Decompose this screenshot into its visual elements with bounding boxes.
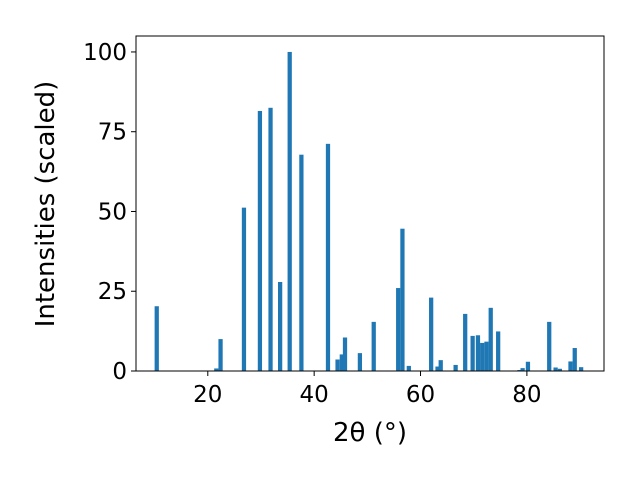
bar [488,307,493,371]
bar [475,335,481,371]
plot-frame [135,35,605,372]
bar [568,361,573,371]
bar [453,364,458,371]
y-axis-label: Intensities (scaled) [31,81,61,328]
bar [218,339,223,371]
bar [553,367,558,371]
bar [342,337,348,371]
bar-series [154,51,584,371]
bar [557,368,562,371]
bar [325,143,331,371]
bar [214,368,219,371]
x-axis-label: 2θ (°) [333,418,407,448]
bar [400,228,405,371]
bar [520,368,525,371]
bar [257,110,263,371]
bar [579,367,584,371]
bar [268,107,273,371]
bar [496,331,501,371]
bar [241,207,247,371]
bar [525,361,531,371]
bar [287,51,292,371]
bar [357,353,363,371]
x-tick-label: 20 [193,382,222,408]
bar [371,321,376,371]
bar [396,288,401,371]
y-tick-label: 75 [98,120,127,146]
bar [435,366,440,371]
y-tick-label: 25 [98,279,127,305]
bar [278,281,283,371]
y-tick-label: 50 [98,199,127,225]
bar [335,359,340,371]
bar [470,335,475,371]
bar [572,348,577,371]
bar [154,306,159,371]
bar [480,342,485,371]
x-tick-label: 60 [406,382,435,408]
y-tick-label: 100 [83,40,127,66]
bar [339,354,344,371]
bar [438,360,443,371]
bar [299,154,304,371]
x-tick-label: 40 [300,382,329,408]
bar [429,297,434,371]
x-tick-label: 80 [512,382,541,408]
y-axis-ticks: 0 25 50 75 100 [83,40,136,385]
y-tick-label: 0 [112,359,127,385]
bar [547,321,552,371]
bar [463,313,468,371]
x-axis-ticks: 20 40 60 80 [193,371,542,408]
bar [484,341,489,371]
bar [406,365,411,371]
